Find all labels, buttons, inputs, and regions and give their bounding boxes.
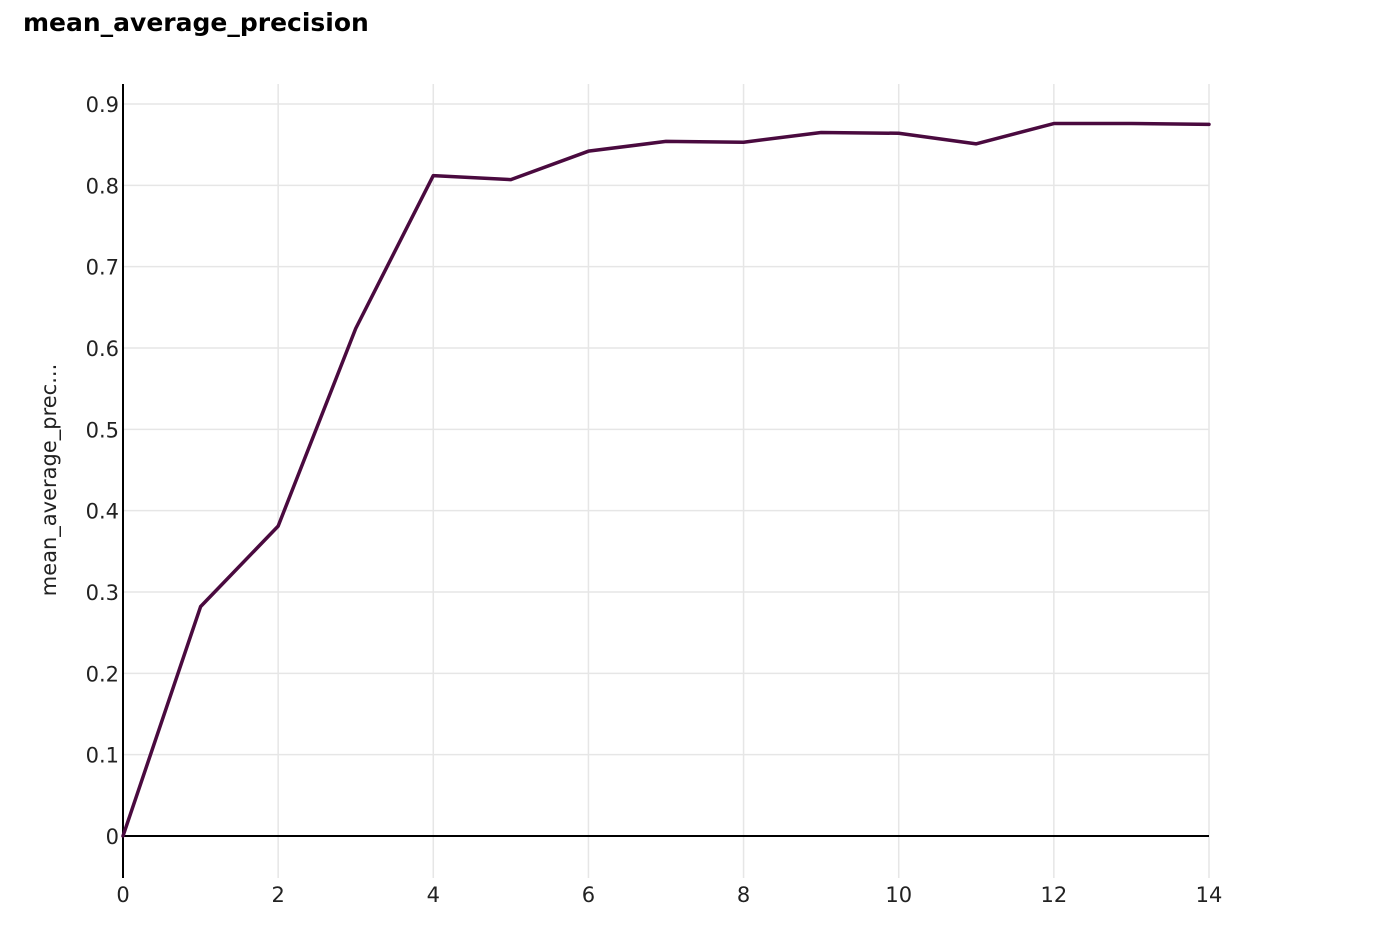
tick-labels: 0 2 4 6 8 10 12 14 0 0.1 0.2 0.3 0.4 0.5 0.6 0.7 0.8 0.9 xyxy=(86,93,1223,907)
chart-title: mean_average_precision xyxy=(23,8,369,37)
y-tick-label: 0.9 xyxy=(86,93,119,117)
x-tick-label: 4 xyxy=(427,883,440,907)
y-tick-label: 0.5 xyxy=(86,418,119,442)
series-line xyxy=(121,121,1211,838)
grid-lines xyxy=(123,84,1210,878)
x-tick-label: 6 xyxy=(582,883,595,907)
x-tick-label: 14 xyxy=(1196,883,1223,907)
y-tick-label: 0.2 xyxy=(86,662,119,686)
y-tick-label: 0 xyxy=(106,825,119,849)
x-tick-label: 10 xyxy=(885,883,912,907)
series-layer xyxy=(121,121,1211,838)
y-tick-label: 0.8 xyxy=(86,174,119,198)
x-tick-label: 0 xyxy=(116,883,129,907)
x-tick-label: 12 xyxy=(1040,883,1067,907)
x-tick-label: 2 xyxy=(271,883,284,907)
axes xyxy=(122,84,1209,878)
y-tick-label: 0.7 xyxy=(86,256,119,280)
y-tick-label: 0.6 xyxy=(86,337,119,361)
x-tick-label: 8 xyxy=(737,883,750,907)
y-axis-label: mean_average_prec... xyxy=(37,364,62,597)
y-tick-label: 0.1 xyxy=(86,744,119,768)
y-tick-label: 0.4 xyxy=(86,500,119,524)
y-tick-label: 0.3 xyxy=(86,581,119,605)
